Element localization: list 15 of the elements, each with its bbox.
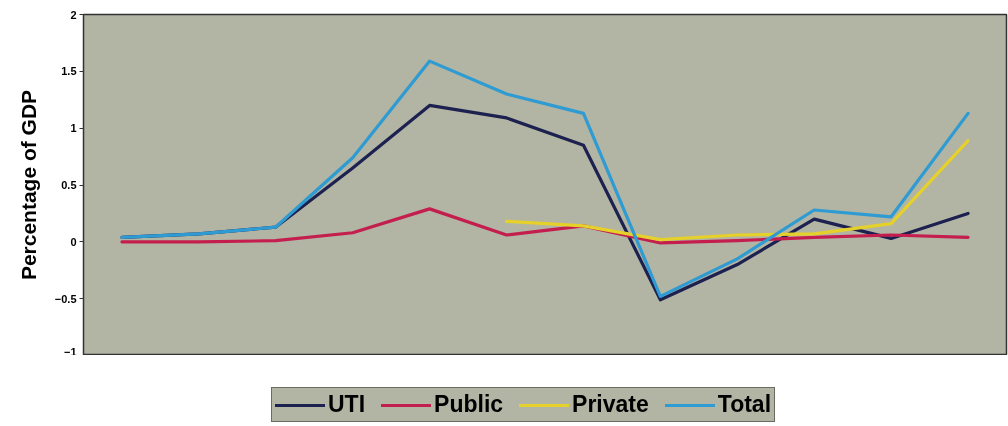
line-series	[504, 139, 970, 242]
y-tick-label: 1	[70, 122, 77, 135]
y-tick-label: 1.5	[61, 65, 77, 78]
y-tick-label: −0.5	[54, 292, 77, 305]
y-tick-label: −1	[63, 345, 77, 358]
y-axis-title: Percentage of GDP	[16, 89, 40, 281]
y-tick-label: 0.5	[61, 179, 77, 191]
legend-label: UTI	[328, 391, 366, 418]
legend-label: Private	[572, 391, 649, 418]
y-tick-label: 0	[70, 235, 77, 248]
line-series	[120, 59, 970, 298]
line-series	[120, 207, 970, 245]
legend-label: Public	[434, 391, 504, 418]
legend-label: Total	[717, 391, 772, 418]
y-tick-label: 2	[70, 8, 77, 21]
